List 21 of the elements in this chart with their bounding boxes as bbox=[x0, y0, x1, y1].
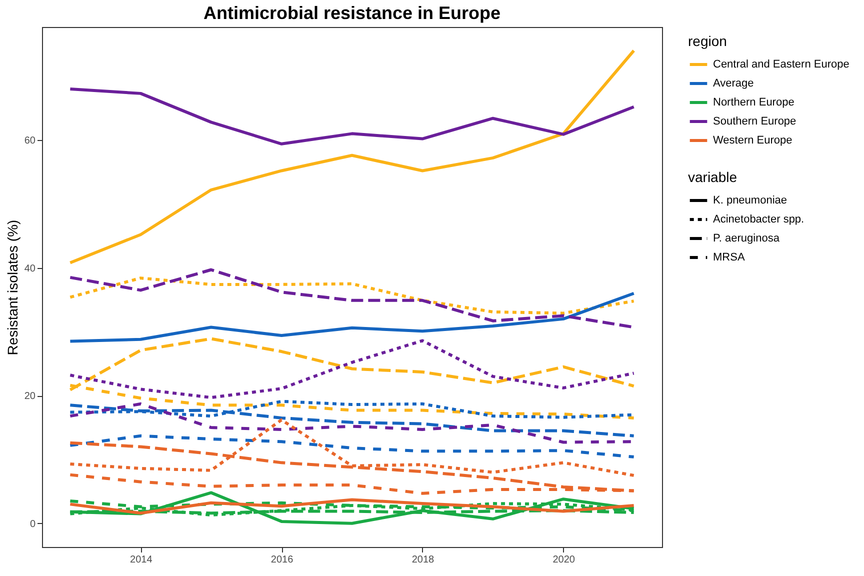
y-tick-label: 20 bbox=[24, 391, 36, 402]
text: Acinetobacter spp. bbox=[713, 214, 804, 226]
legend-label: Central and Eastern Europe bbox=[713, 58, 850, 70]
x-tick-label: 2016 bbox=[270, 554, 294, 566]
y-axis-title: Resistant isolates (%) bbox=[4, 220, 20, 356]
legend-label: Average bbox=[713, 78, 754, 90]
legend-label: Southern Europe bbox=[713, 116, 796, 128]
text: variable bbox=[688, 169, 738, 185]
text: K. pneumoniae bbox=[713, 194, 787, 206]
y-tick-label: 60 bbox=[24, 136, 36, 147]
chart-title: Antimicrobial resistance in Europe bbox=[203, 3, 501, 23]
text: MRSA bbox=[713, 252, 746, 264]
text: region bbox=[688, 33, 727, 49]
legend-label: Western Europe bbox=[713, 134, 792, 146]
x-tick-label: 2020 bbox=[552, 554, 576, 566]
x-tick-label: 2018 bbox=[412, 554, 435, 566]
legend-label: Northern Europe bbox=[713, 96, 794, 108]
y-tick-label: 0 bbox=[30, 518, 36, 530]
text: P. aeruginosa bbox=[713, 232, 780, 244]
y-tick-label: 40 bbox=[24, 263, 36, 274]
x-tick-label: 2014 bbox=[130, 554, 153, 566]
